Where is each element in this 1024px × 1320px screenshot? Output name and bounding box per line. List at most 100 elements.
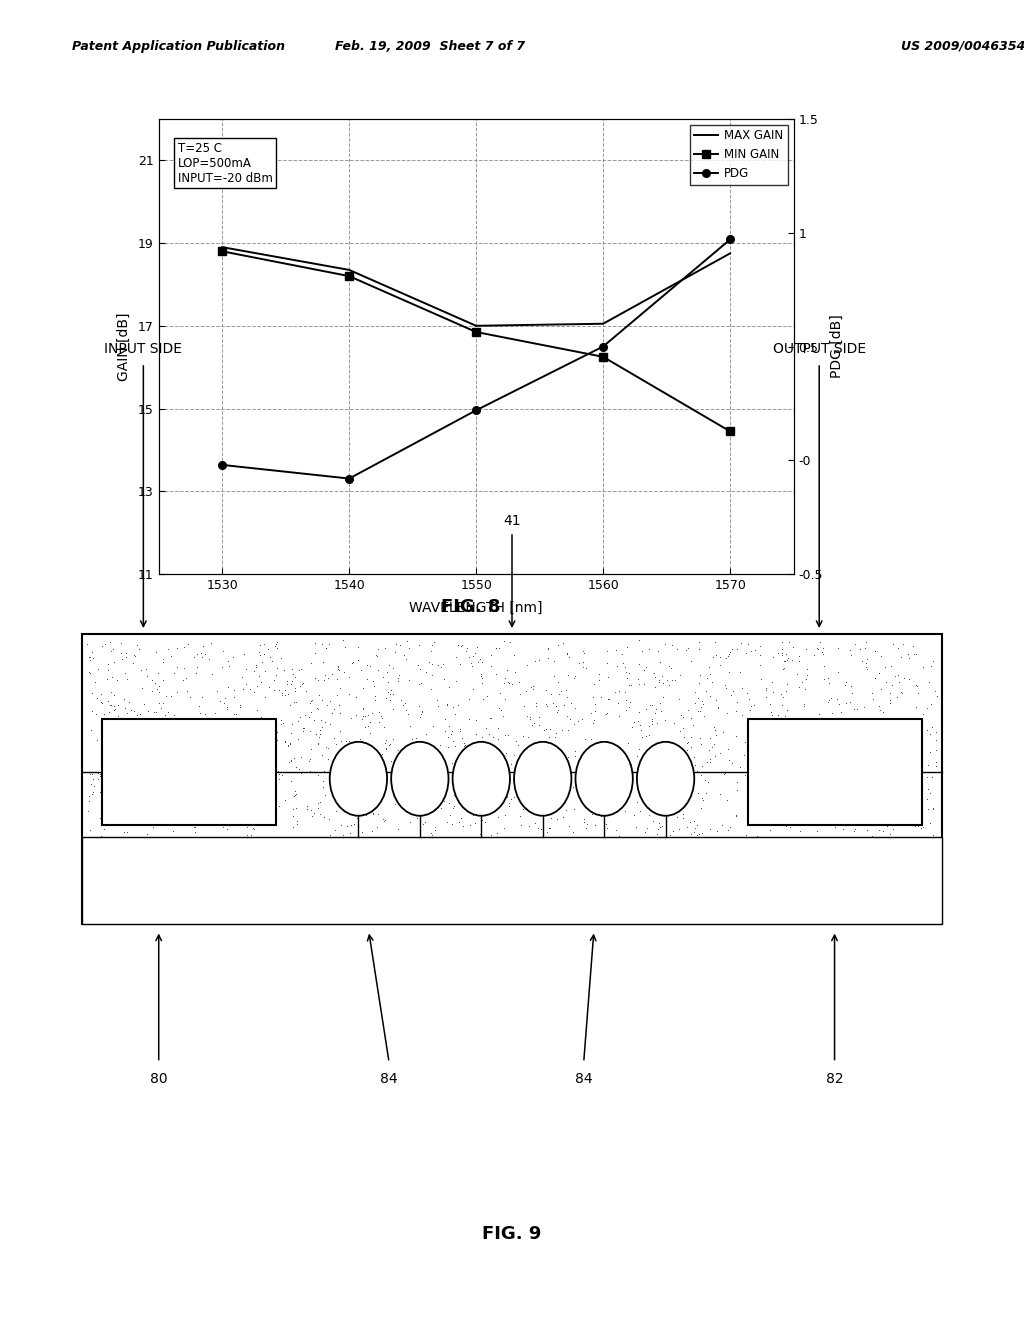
Point [583,729,599,750]
Point [600,667,616,688]
Point [519,874,536,895]
Point [675,803,691,824]
Point [675,874,691,895]
Point [773,836,790,857]
Point [365,878,381,899]
Circle shape [453,742,510,816]
Point [758,858,774,879]
Point [679,733,695,754]
Point [888,875,904,896]
Point [737,825,754,846]
Point [424,653,440,675]
Point [463,895,479,916]
Point [504,892,520,913]
Point [383,751,399,772]
Point [871,907,888,928]
Point [219,697,236,718]
Point [412,902,428,923]
Point [101,701,118,722]
Point [591,664,607,685]
Point [683,726,699,747]
Point [801,814,817,836]
Point [587,904,603,925]
Point [711,865,727,886]
Point [177,899,194,920]
Point [521,816,538,837]
Point [139,888,156,909]
Point [717,850,733,871]
Point [867,668,884,689]
Point [331,876,347,898]
Point [242,843,258,865]
Point [400,704,417,725]
Point [330,659,346,680]
Point [611,705,628,726]
Point [565,776,582,797]
Point [410,907,426,928]
Point [918,851,934,873]
Point [717,859,733,880]
Point [585,713,601,734]
Point [217,888,233,909]
Point [401,715,418,737]
Point [360,704,377,725]
Point [184,876,201,898]
Point [710,821,726,842]
Point [929,851,945,873]
Point [361,711,378,733]
Point [755,814,771,836]
Point [515,696,531,717]
Point [194,686,210,708]
Point [271,891,288,912]
Point [339,902,355,923]
Point [87,672,103,693]
Point [351,862,368,883]
Point [268,722,285,743]
Point [601,689,617,710]
Point [678,879,694,900]
Point [641,715,657,737]
Point [541,726,557,747]
Point [920,836,936,857]
Point [344,652,360,673]
Point [707,734,723,755]
Circle shape [391,742,449,816]
Point [885,846,901,867]
Point [537,880,553,902]
Bar [748,719,922,825]
Point [440,715,457,737]
Point [106,684,123,705]
Point [295,673,311,694]
Point [732,661,749,682]
Point [414,672,430,693]
Point [764,645,780,667]
Point [598,875,614,896]
Point [167,883,183,904]
Point [840,904,856,925]
Point [720,739,736,760]
Point [685,891,701,912]
Point [503,859,519,880]
Point [315,669,332,690]
Text: 84: 84 [574,1072,593,1086]
Point [618,668,635,689]
Point [283,770,299,791]
Point [724,752,740,774]
Point [88,686,104,708]
Point [288,756,304,777]
Point [407,858,423,879]
Point [332,721,348,742]
Point [131,639,147,660]
Point [560,719,577,741]
Point [238,673,254,694]
Point [409,859,425,880]
Point [641,861,657,882]
Point [497,855,513,876]
Point [616,847,633,869]
Point [219,651,236,672]
Point [433,657,450,678]
Point [188,643,205,664]
Point [623,871,639,892]
Point [615,652,632,673]
Point [752,644,768,665]
